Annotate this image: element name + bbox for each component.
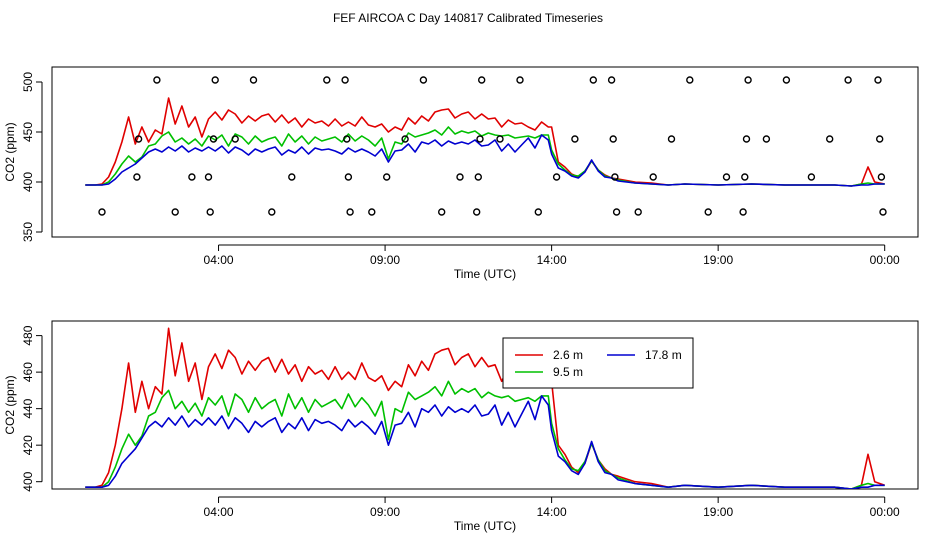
y-tick-label: 500 <box>21 72 35 92</box>
series-line-9-5-m <box>85 380 885 489</box>
cal-marker <box>209 135 218 143</box>
cal-marker <box>171 208 179 216</box>
x-tick-label: 19:00 <box>703 505 733 519</box>
cal-marker <box>609 135 617 143</box>
cal-marker <box>534 208 542 216</box>
cal-marker <box>634 208 642 216</box>
legend-label: 2.6 m <box>553 348 583 362</box>
y-tick-label: 400 <box>21 471 35 491</box>
cal-marker <box>438 208 446 216</box>
cal-marker <box>153 76 161 84</box>
x-axis-label: Time (UTC) <box>454 519 516 533</box>
y-tick-label: 350 <box>21 222 35 242</box>
cal-marker <box>879 208 887 216</box>
x-tick-label: 14:00 <box>537 505 567 519</box>
y-tick-label: 420 <box>21 435 35 455</box>
cal-marker <box>611 173 619 181</box>
x-tick-label: 00:00 <box>870 253 900 267</box>
cal-marker <box>739 208 747 216</box>
x-tick-label: 04:00 <box>204 505 234 519</box>
cal-marker <box>134 135 143 143</box>
cal-marker <box>877 173 886 181</box>
cal-marker <box>649 173 657 181</box>
cal-marker <box>744 76 752 84</box>
x-tick-label: 19:00 <box>703 253 733 267</box>
chart-title: FEF AIRCOA C Day 140817 Calibrated Times… <box>333 11 603 25</box>
cal-marker <box>782 76 791 84</box>
x-tick-label: 09:00 <box>370 505 400 519</box>
cal-marker <box>876 135 884 143</box>
y-tick-label: 460 <box>21 362 35 382</box>
x-tick-label: 00:00 <box>870 505 900 519</box>
plot-area <box>85 327 885 489</box>
cal-marker <box>383 173 391 181</box>
cal-marker <box>268 208 276 216</box>
cal-marker <box>742 135 751 143</box>
bottom-panel: 04:00 09:00 14:00 19:00 00:00 Time (UTC) 400 42… <box>3 320 919 533</box>
series-line-17-8-m <box>85 134 885 187</box>
cal-marker <box>476 135 484 143</box>
cal-marker <box>346 208 354 216</box>
cal-marker <box>249 76 258 84</box>
cal-marker <box>496 135 504 143</box>
cal-marker <box>516 76 524 84</box>
cal-marker <box>206 208 214 216</box>
cal-marker <box>343 135 351 143</box>
cal-marker <box>288 173 296 181</box>
plot-frame <box>51 320 919 490</box>
cal-marker <box>473 208 481 216</box>
cal-marker <box>589 76 597 84</box>
cal-marker <box>552 173 561 181</box>
y-axis-label: CO2 (ppm) <box>3 122 17 181</box>
cal-marker <box>762 135 771 143</box>
cal-marker <box>612 208 621 216</box>
y-tick-label: 400 <box>21 172 35 192</box>
cal-marker <box>826 135 834 143</box>
legend-label: 17.8 m <box>645 348 682 362</box>
cal-marker <box>807 173 816 181</box>
cal-marker <box>98 208 106 216</box>
cal-marker <box>368 208 376 216</box>
plot-frame <box>51 66 919 238</box>
legend-box <box>502 337 694 389</box>
cal-marker <box>474 173 482 181</box>
series-line-2-6-m <box>85 327 885 489</box>
cal-marker <box>133 173 141 181</box>
cal-marker <box>204 173 213 181</box>
x-tick-label: 09:00 <box>370 253 400 267</box>
y-tick-label: 450 <box>21 122 35 142</box>
cal-marker <box>456 173 464 181</box>
cal-marker <box>401 135 409 143</box>
y-tick-label: 480 <box>21 325 35 345</box>
plot-area <box>85 76 887 216</box>
cal-marker <box>667 135 676 143</box>
cal-marker <box>571 135 579 143</box>
x-axis-label: Time (UTC) <box>454 267 516 281</box>
cal-marker <box>188 173 196 181</box>
legend-label: 9.5 m <box>553 365 583 379</box>
cal-marker <box>704 208 712 216</box>
cal-marker <box>722 173 731 181</box>
x-tick-label: 04:00 <box>204 253 234 267</box>
cal-marker <box>741 173 749 181</box>
legend: 2.6 m 17.8 m 9.5 m <box>502 337 694 389</box>
cal-marker <box>323 76 331 84</box>
y-axis-label: CO2 (ppm) <box>3 375 17 434</box>
x-tick-label: 14:00 <box>537 253 567 267</box>
cal-marker <box>844 76 852 84</box>
cal-marker <box>874 76 882 84</box>
cal-marker <box>686 76 694 84</box>
cal-marker <box>341 76 349 84</box>
y-tick-label: 440 <box>21 398 35 418</box>
cal-marker <box>344 173 353 181</box>
cal-marker <box>607 76 616 84</box>
cal-marker <box>478 76 486 84</box>
series-line-17-8-m <box>85 395 885 489</box>
cal-marker <box>419 76 428 84</box>
top-panel: 04:00 09:00 14:00 19:00 00:00 Time (UTC) 350 40… <box>3 66 919 281</box>
cal-marker <box>211 76 219 84</box>
cal-marker <box>231 135 239 143</box>
